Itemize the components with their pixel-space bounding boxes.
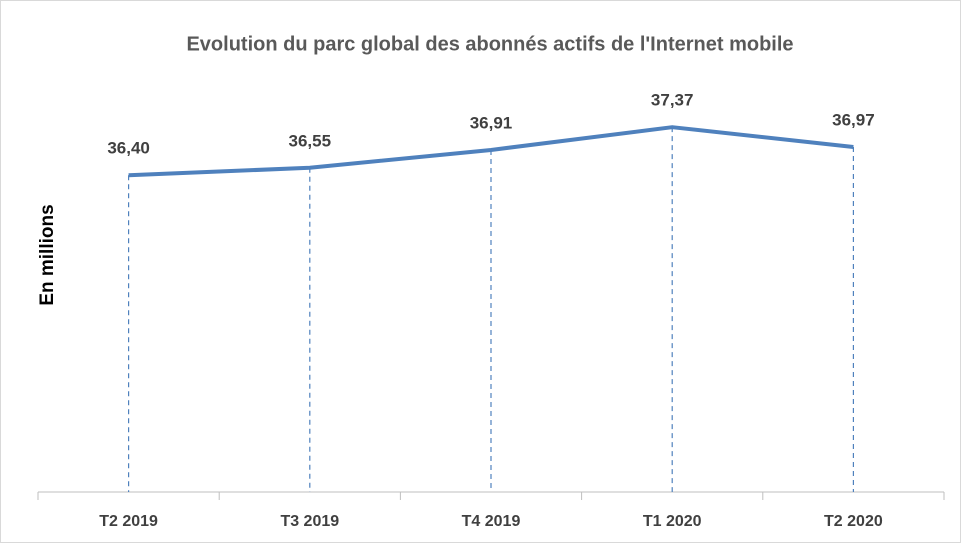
data-label: 36,97 xyxy=(832,110,875,129)
data-label: 36,40 xyxy=(107,139,150,158)
x-tick-label: T2 2020 xyxy=(824,513,883,530)
data-label: 37,37 xyxy=(651,91,694,110)
x-tick-label: T2 2019 xyxy=(99,513,158,530)
y-axis-label: En millions xyxy=(37,204,58,305)
chart-title: Evolution du parc global des abonnés act… xyxy=(186,33,793,55)
x-tick-label: T1 2020 xyxy=(643,513,702,530)
data-line xyxy=(128,125,854,178)
x-tick-label: T3 2019 xyxy=(280,513,339,530)
data-label: 36,91 xyxy=(470,113,513,132)
data-label: 36,55 xyxy=(289,131,332,150)
x-tick-label: T4 2019 xyxy=(462,513,521,530)
